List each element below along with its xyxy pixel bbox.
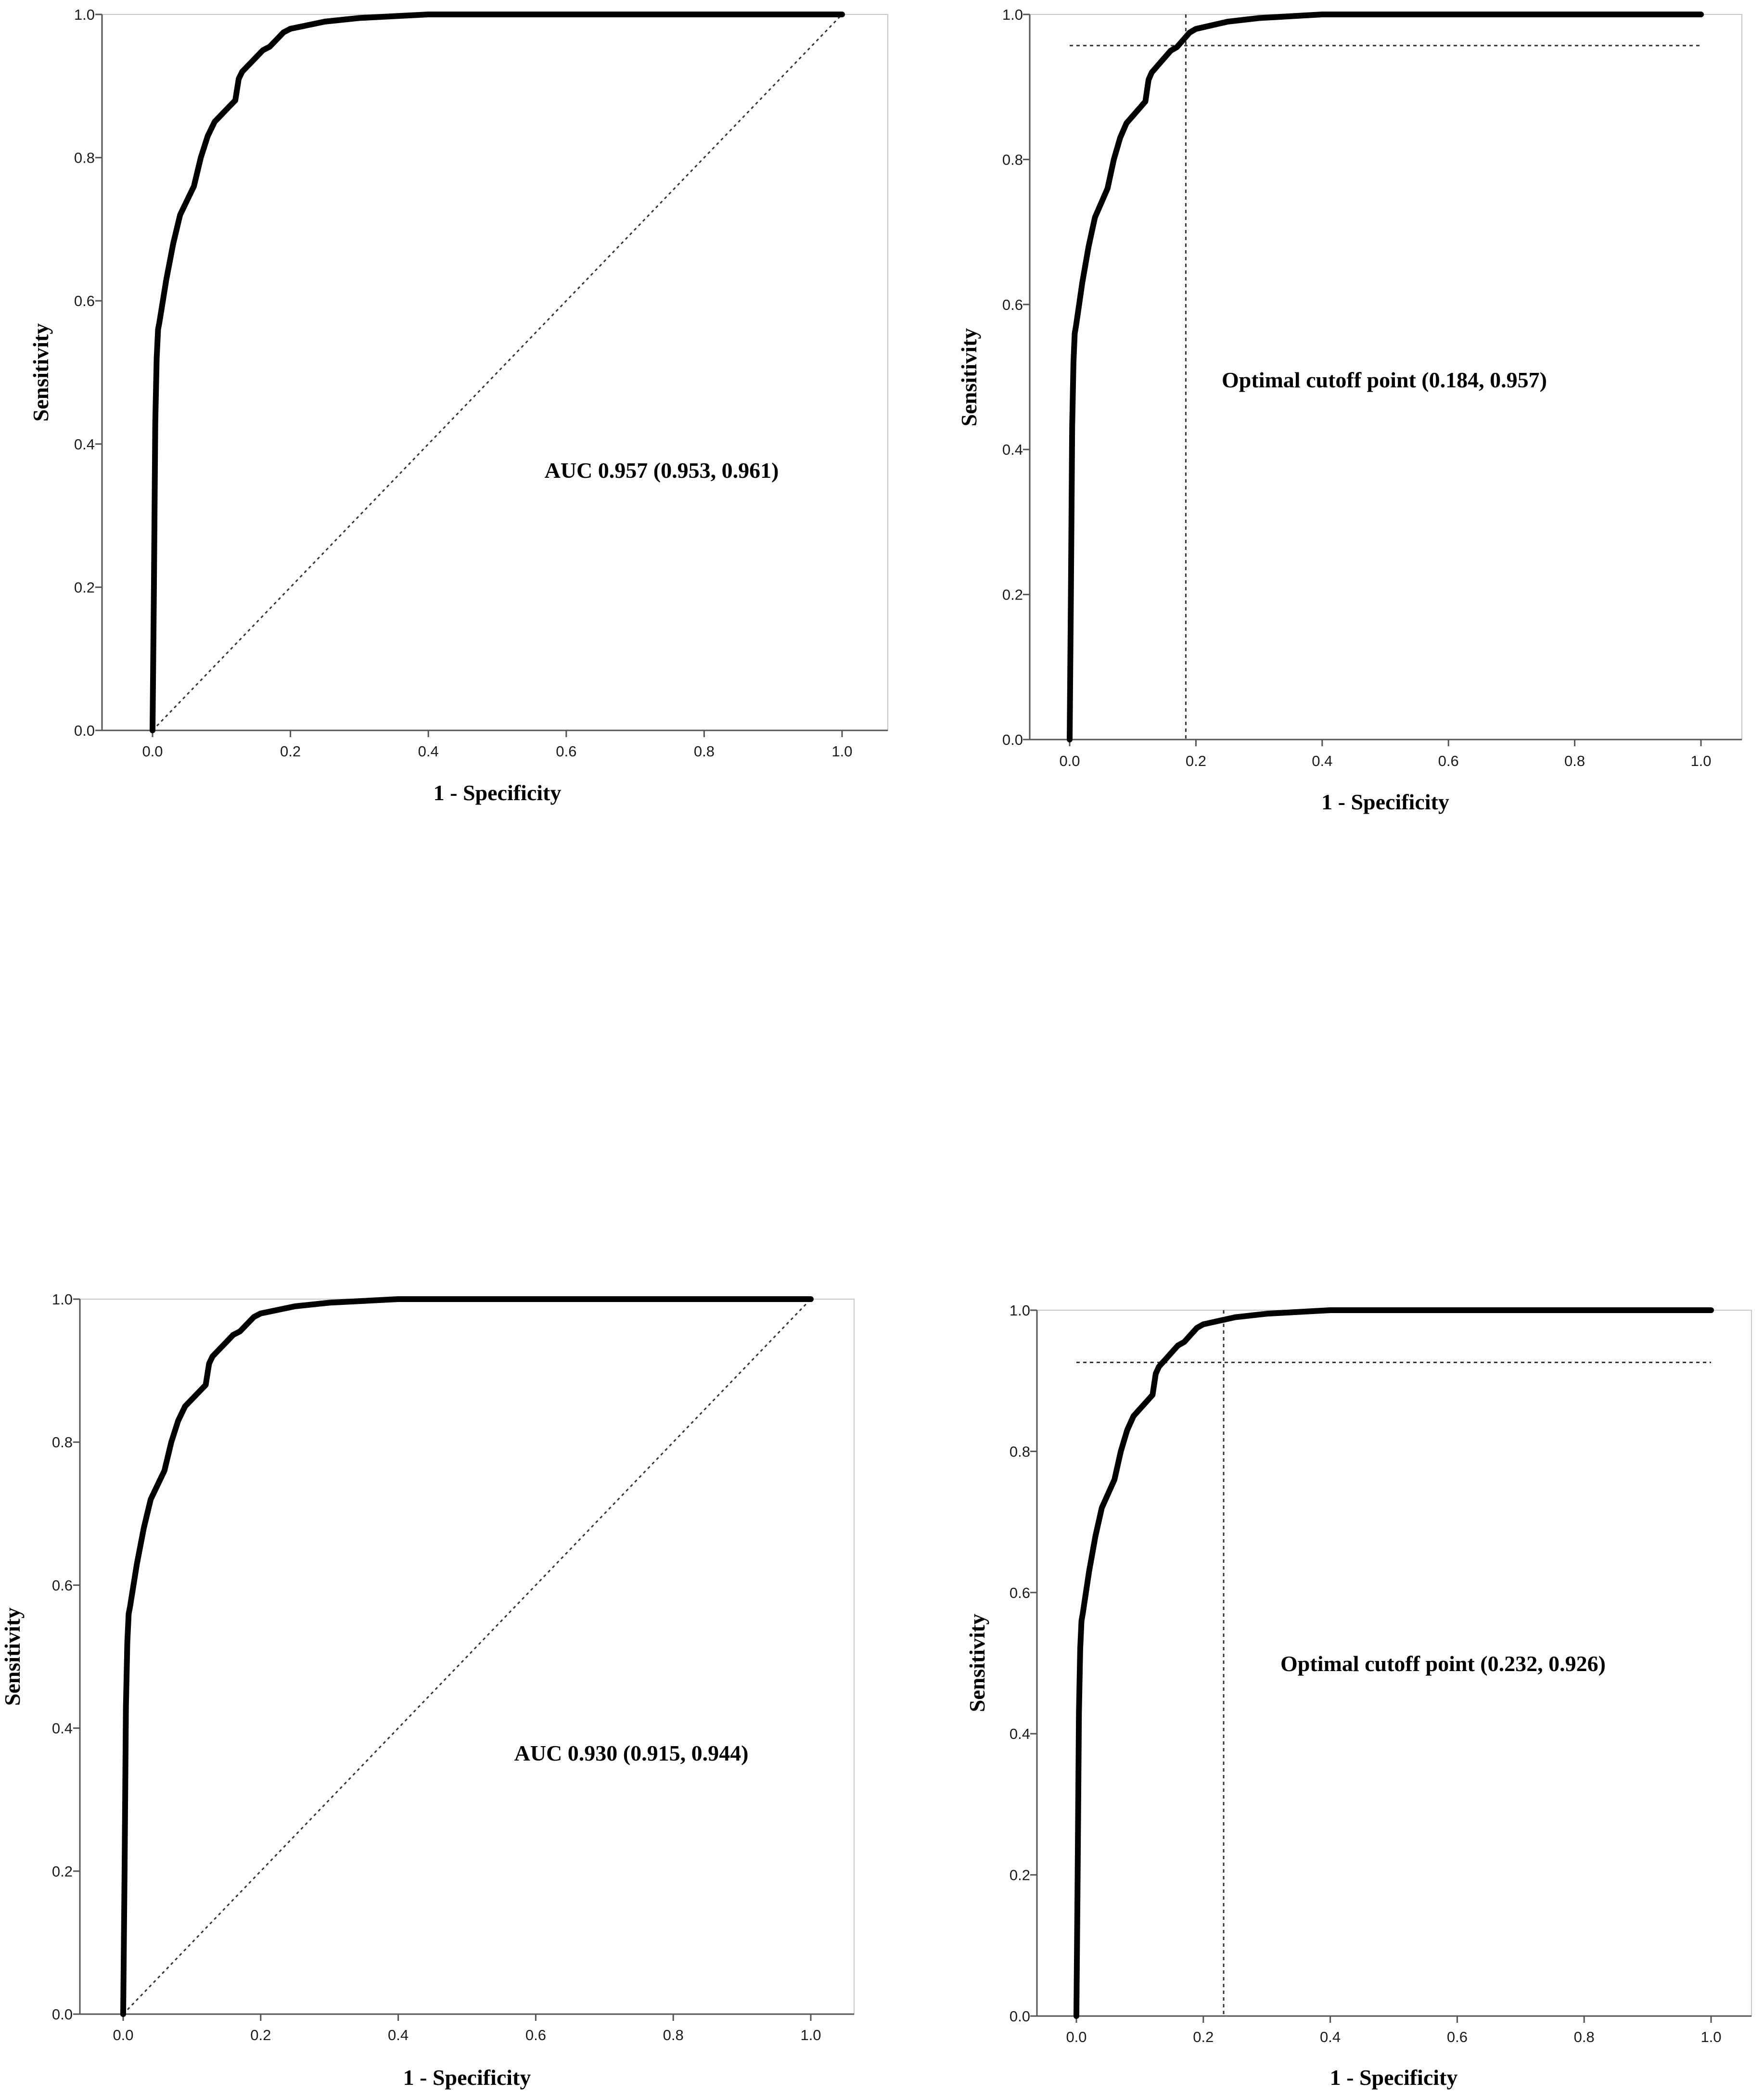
chart-1-reference-diagonal [152, 13, 843, 731]
chart-3-x-tick-label: 0.2 [250, 2027, 271, 2043]
chart-1-plot-frame [102, 14, 888, 731]
chart-3-reference-diagonal [122, 1298, 812, 2015]
chart-3-x-tick-label: 1.0 [800, 2027, 821, 2043]
chart-4-y-axis-title: Sensitivity [965, 1614, 989, 1712]
chart-4-y-tick-label: 1.0 [1010, 1302, 1030, 1319]
chart-1-x-tick-label: 0.6 [556, 743, 576, 760]
chart-1-y-axis-title: Sensitivity [28, 323, 53, 421]
chart-3-y-tick-label: 0.6 [52, 1577, 73, 1594]
chart-1-x-tick-label: 0.8 [694, 743, 715, 760]
chart-2-x-axis-title: 1 - Specificity [1321, 790, 1449, 814]
chart-4-x-tick-label: 0.4 [1320, 2029, 1341, 2045]
chart-4-panel: 0.0 0.2 0.4 0.6 0.8 1.0 0.0 0.2 0.4 0.6 0.8 1.0 1 - … [965, 1302, 1752, 2090]
chart-2-y-tick-label: 0.0 [1002, 731, 1023, 748]
chart-1-y-tick-label: 0.2 [74, 579, 95, 596]
chart-1-x-tick-label: 0.0 [142, 743, 163, 760]
chart-1-annotation: AUC 0.957 (0.953, 0.961) [545, 458, 779, 483]
chart-2-x-tick-label: 0.2 [1186, 753, 1206, 769]
chart-2-y-tick-label: 0.4 [1002, 441, 1023, 458]
chart-4-x-tick-label: 0.2 [1193, 2029, 1214, 2045]
chart-2-panel: 0.0 0.2 0.4 0.6 0.8 1.0 0.0 0.2 0.4 0.6 0.8 1.0 1 - … [957, 6, 1742, 814]
chart-4-y-tick-label: 0.4 [1010, 1725, 1030, 1742]
chart-4-y-tick-label: 0.0 [1010, 2008, 1030, 2025]
chart-3-panel: 0.0 0.2 0.4 0.6 0.8 1.0 0.0 0.2 0.4 0.6 0.8 1.0 1 - … [0, 1291, 855, 2090]
chart-1-roc-curve [150, 12, 845, 733]
chart-3-roc-curve [120, 1296, 814, 2017]
chart-1-x-axis-title: 1 - Specificity [434, 780, 562, 805]
chart-4-y-tick-label: 0.6 [1010, 1584, 1030, 1601]
chart-1-y-tick-label: 0.8 [74, 150, 95, 166]
chart-2-annotation: Optimal cutoff point (0.184, 0.957) [1222, 368, 1547, 392]
chart-2-x-tick-label: 0.0 [1059, 753, 1080, 769]
chart-3-annotation: AUC 0.930 (0.915, 0.944) [514, 1741, 749, 1765]
chart-1-y-tick-label: 0.6 [74, 293, 95, 309]
chart-3-y-tick-label: 0.8 [52, 1434, 73, 1451]
chart-2-y-tick-label: 0.6 [1002, 296, 1023, 313]
chart-2-y-tick-label: 0.8 [1002, 151, 1023, 168]
chart-4-x-axis-title: 1 - Specificity [1330, 2065, 1458, 2090]
chart-3-x-tick-label: 0.4 [388, 2027, 409, 2043]
chart-3-x-tick-label: 0.6 [525, 2027, 546, 2043]
chart-2-x-tick-label: 1.0 [1690, 753, 1711, 769]
chart-1-y-tick-label: 1.0 [74, 6, 95, 23]
chart-3-y-tick-label: 0.0 [52, 2006, 73, 2023]
chart-3-y-tick-label: 0.4 [52, 1720, 73, 1737]
chart-4-x-tick-label: 0.0 [1066, 2029, 1087, 2045]
chart-2-y-tick-label: 1.0 [1002, 6, 1023, 23]
chart-2-roc-curve [1067, 12, 1704, 742]
chart-1-y-tick-label: 0.0 [74, 722, 95, 739]
chart-2-x-tick-label: 0.6 [1438, 753, 1459, 769]
chart-2-y-tick-label: 0.2 [1002, 587, 1023, 603]
chart-2-x-tick-label: 0.4 [1312, 753, 1332, 769]
chart-4-annotation: Optimal cutoff point (0.232, 0.926) [1280, 1651, 1606, 1676]
chart-1-x-tick-label: 0.2 [280, 743, 301, 760]
chart-3-x-tick-label: 0.0 [113, 2027, 133, 2043]
chart-3-x-axis-title: 1 - Specificity [403, 2065, 531, 2090]
chart-1-y-tick-label: 0.4 [74, 436, 95, 453]
chart-1-x-tick-label: 1.0 [831, 743, 852, 760]
chart-4-x-tick-label: 1.0 [1700, 2029, 1721, 2045]
chart-4-x-tick-label: 0.8 [1574, 2029, 1595, 2045]
chart-1-x-tick-label: 0.4 [418, 743, 439, 760]
chart-2-y-axis-title: Sensitivity [957, 328, 981, 426]
chart-3-y-axis-title: Sensitivity [0, 1608, 25, 1706]
chart-4-y-tick-label: 0.2 [1010, 1867, 1030, 1884]
chart-4-x-tick-label: 0.6 [1447, 2029, 1468, 2045]
chart-3-y-tick-label: 1.0 [52, 1291, 73, 1308]
chart-3-y-tick-label: 0.2 [52, 1863, 73, 1880]
chart-4-roc-curve [1074, 1307, 1714, 2019]
chart-3-x-tick-label: 0.8 [663, 2027, 684, 2043]
chart-2-x-tick-label: 0.8 [1564, 753, 1585, 769]
chart-4-y-tick-label: 0.8 [1010, 1443, 1030, 1460]
chart-1-panel: 0.0 0.2 0.4 0.6 0.8 1.0 0.0 0.2 0.4 0.6 0.8 1.0 1 - … [28, 6, 888, 805]
